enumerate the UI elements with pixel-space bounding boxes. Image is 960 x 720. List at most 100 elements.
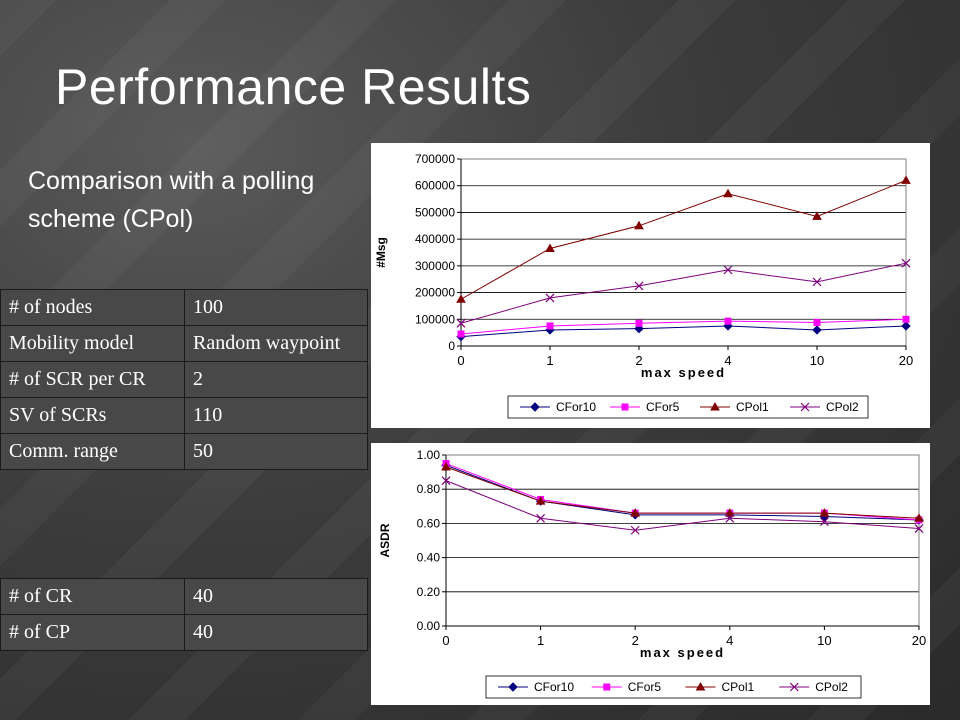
data-point: [634, 281, 644, 291]
table-row: # of CR 40: [0, 578, 368, 615]
param-value: Random waypoint: [184, 325, 368, 362]
y-tick-label: 0: [448, 339, 455, 353]
data-point: [914, 524, 924, 533]
data-point: [901, 258, 911, 268]
data-point: [621, 403, 629, 411]
data-point: [456, 318, 466, 328]
data-point-stroke: [800, 402, 810, 412]
x-tick-label: 20: [912, 633, 926, 648]
x-tick-label: 0: [442, 633, 449, 648]
y-tick-label: 100000: [415, 312, 455, 326]
data-point: [710, 401, 720, 411]
data-point: [545, 243, 555, 252]
series-line: [460, 179, 907, 300]
x-tick-label: 1: [546, 353, 553, 368]
series-line: [460, 325, 907, 338]
x-tick-label: 10: [817, 633, 831, 648]
data-point: [724, 317, 732, 325]
y-tick-label: 500000: [415, 205, 455, 219]
data-point-stroke: [723, 265, 733, 275]
param-key: SV of SCRs: [0, 397, 185, 434]
data-point-stroke: [789, 682, 799, 692]
x-tick-label: 10: [810, 353, 824, 368]
y-tick-label: 0.00: [417, 619, 441, 633]
param-value: 50: [184, 433, 368, 470]
data-point: [725, 513, 735, 523]
data-point: [914, 513, 924, 522]
y-axis-title: #Msg: [374, 237, 388, 268]
asdr-chart-svg: 0.00 0.20 0.40 0.60 0.80 1.00 0 1 2 4 10 20 max spee…: [378, 448, 926, 699]
data-point: [457, 330, 465, 338]
data-point: [819, 517, 829, 527]
data-point: [723, 188, 733, 198]
series-line: [445, 480, 920, 531]
y-tick-label: 200000: [415, 286, 455, 300]
y-tick-label: 1.00: [417, 448, 441, 462]
parameters-table: # of nodes 100 Mobility model Random way…: [0, 289, 368, 470]
parameters-table-2: # of CR 40 # of CP 40: [0, 578, 368, 651]
legend-label: CFor10: [556, 400, 596, 414]
x-tick-label: 4: [726, 633, 733, 648]
legend-label: CPol2: [826, 400, 859, 414]
table-row: # of SCR per CR 2: [0, 361, 368, 398]
y-tick-label: 0.60: [417, 516, 441, 530]
param-value: 110: [184, 397, 368, 434]
data-point: [545, 293, 555, 303]
data-point: [441, 461, 451, 471]
asdr-chart: 0.00 0.20 0.40 0.60 0.80 1.00 0 1 2 4 10 20 max spee…: [371, 443, 930, 705]
param-value: 100: [184, 289, 368, 326]
data-point: [812, 211, 822, 220]
table-row: # of CP 40: [0, 614, 368, 651]
series-line: [460, 262, 907, 324]
data-point: [800, 402, 810, 412]
data-point-stroke: [634, 281, 644, 291]
data-point: [789, 682, 799, 692]
data-point: [901, 175, 911, 184]
series-line: [460, 318, 907, 335]
plot-area: [445, 454, 920, 627]
data-point-stroke: [812, 277, 822, 287]
y-tick-label: 600000: [415, 179, 455, 193]
data-point: [902, 315, 910, 323]
x-tick-label: 20: [899, 353, 913, 368]
data-point-stroke: [456, 318, 466, 328]
x-tick-label: 4: [724, 353, 731, 368]
data-point-stroke: [819, 517, 829, 527]
table-row: Comm. range 50: [0, 433, 368, 470]
legend-label: CPol1: [736, 400, 769, 414]
data-point: [813, 318, 821, 326]
slide-title: Performance Results: [55, 59, 532, 115]
msg-chart-svg: 0 100000 200000 300000 400000 500000 600000 700…: [374, 152, 913, 419]
legend-label: CFor5: [628, 680, 662, 694]
data-point: [508, 682, 518, 692]
y-tick-label: 0.80: [417, 482, 441, 496]
x-tick-label: 1: [537, 633, 544, 648]
data-point: [723, 265, 733, 275]
data-point: [603, 683, 611, 691]
data-point-stroke: [441, 476, 451, 486]
param-key: # of SCR per CR: [0, 361, 185, 398]
data-point: [634, 220, 644, 230]
data-point-stroke: [914, 524, 924, 533]
y-tick-label: 0.20: [417, 585, 441, 599]
data-point: [546, 322, 554, 330]
x-tick-label: 0: [457, 353, 464, 368]
data-point-stroke: [536, 513, 546, 523]
plot-area: [460, 158, 907, 347]
data-point-stroke: [630, 525, 640, 535]
data-point: [530, 402, 540, 412]
legend-label: CPol1: [722, 680, 755, 694]
table-row: # of nodes 100: [0, 289, 368, 326]
y-axis-title: ASDR: [378, 523, 392, 557]
data-point: [630, 525, 640, 535]
x-axis-title: max speed: [640, 645, 725, 660]
data-point: [812, 325, 822, 335]
x-tick-label: 2: [635, 353, 642, 368]
data-point: [441, 476, 451, 486]
param-key: # of CR: [0, 578, 185, 615]
data-point: [536, 513, 546, 523]
x-axis-title: max speed: [641, 365, 726, 380]
param-key: # of CP: [0, 614, 185, 651]
data-point: [901, 321, 911, 331]
param-key: Mobility model: [0, 325, 185, 362]
